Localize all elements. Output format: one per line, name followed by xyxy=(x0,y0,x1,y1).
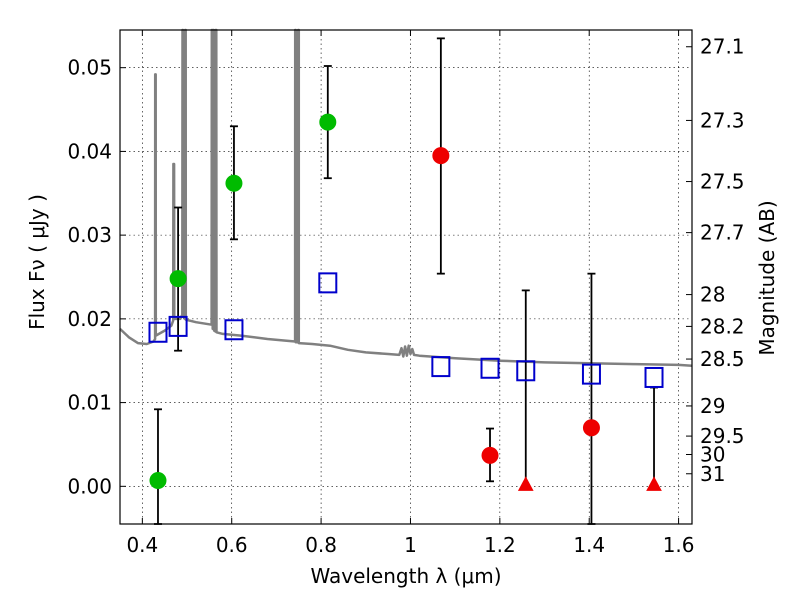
x-axis-label: Wavelength λ (μm) xyxy=(310,564,501,588)
model-photometry-square xyxy=(168,315,188,337)
x-tick-label: 0.4 xyxy=(126,533,158,557)
right-tick-label: 30 xyxy=(700,443,725,467)
model-spectrum-line xyxy=(119,28,693,368)
model-photometry-square xyxy=(318,272,338,294)
model-spectrum-layer xyxy=(119,28,693,368)
right-tick-label: 31 xyxy=(700,462,725,486)
right-tick-label: 27.5 xyxy=(700,170,745,194)
axis-ticks: 0.4 0.6 0.8 1 1.2 1.4 1.6 0.00 0.01 0.02 0.03 0.04 0… xyxy=(67,30,745,557)
x-tick-label: 0.8 xyxy=(305,533,337,557)
y-tick-label: 0.03 xyxy=(67,223,112,247)
plot-frame xyxy=(119,29,693,525)
x-tick-label: 1.2 xyxy=(484,533,516,557)
model-photometry-square xyxy=(480,357,500,379)
model-photometry-square xyxy=(431,356,451,378)
model-photometry-square xyxy=(148,321,168,343)
y-tick-label: 0.02 xyxy=(67,307,112,331)
model-photometry-square xyxy=(516,360,536,382)
x-tick-label: 1.4 xyxy=(573,533,605,557)
right-tick-label: 27.7 xyxy=(700,221,745,245)
data-point-circle xyxy=(319,113,337,131)
data-point-circle xyxy=(481,446,499,464)
model-photometry-square xyxy=(644,366,664,388)
right-tick-label: 29.5 xyxy=(700,424,745,448)
data-point-circle xyxy=(582,419,600,437)
model-photometry-square xyxy=(581,363,601,385)
y-axis-label: Flux Fν ( μJy ) xyxy=(25,194,49,330)
right-tick-label: 28.2 xyxy=(700,314,745,338)
y-tick-label: 0.01 xyxy=(67,391,112,415)
model-photometry-square xyxy=(224,319,244,341)
upper-limit-triangle xyxy=(646,476,662,491)
x-tick-label: 1 xyxy=(404,533,417,557)
y-tick-label: 0.04 xyxy=(67,139,112,163)
right-tick-label: 28.5 xyxy=(700,347,745,371)
right-axis-label: Magnitude (AB) xyxy=(755,200,779,355)
right-tick-label: 27.3 xyxy=(700,108,745,132)
upper-limit-triangle xyxy=(517,476,534,491)
data-point-circle xyxy=(169,270,187,288)
right-tick-label: 27.1 xyxy=(700,35,745,59)
y-tick-label: 0.05 xyxy=(67,56,112,80)
data-point-circle xyxy=(432,147,450,165)
data-point-circle xyxy=(149,471,167,489)
y-tick-label: 0.00 xyxy=(67,474,112,498)
data-points-layer xyxy=(148,37,664,525)
x-tick-label: 0.6 xyxy=(216,533,248,557)
data-point-circle xyxy=(225,174,243,192)
right-tick-label: 28 xyxy=(700,283,725,307)
right-tick-label: 29 xyxy=(700,394,725,418)
x-tick-label: 1.6 xyxy=(663,533,695,557)
